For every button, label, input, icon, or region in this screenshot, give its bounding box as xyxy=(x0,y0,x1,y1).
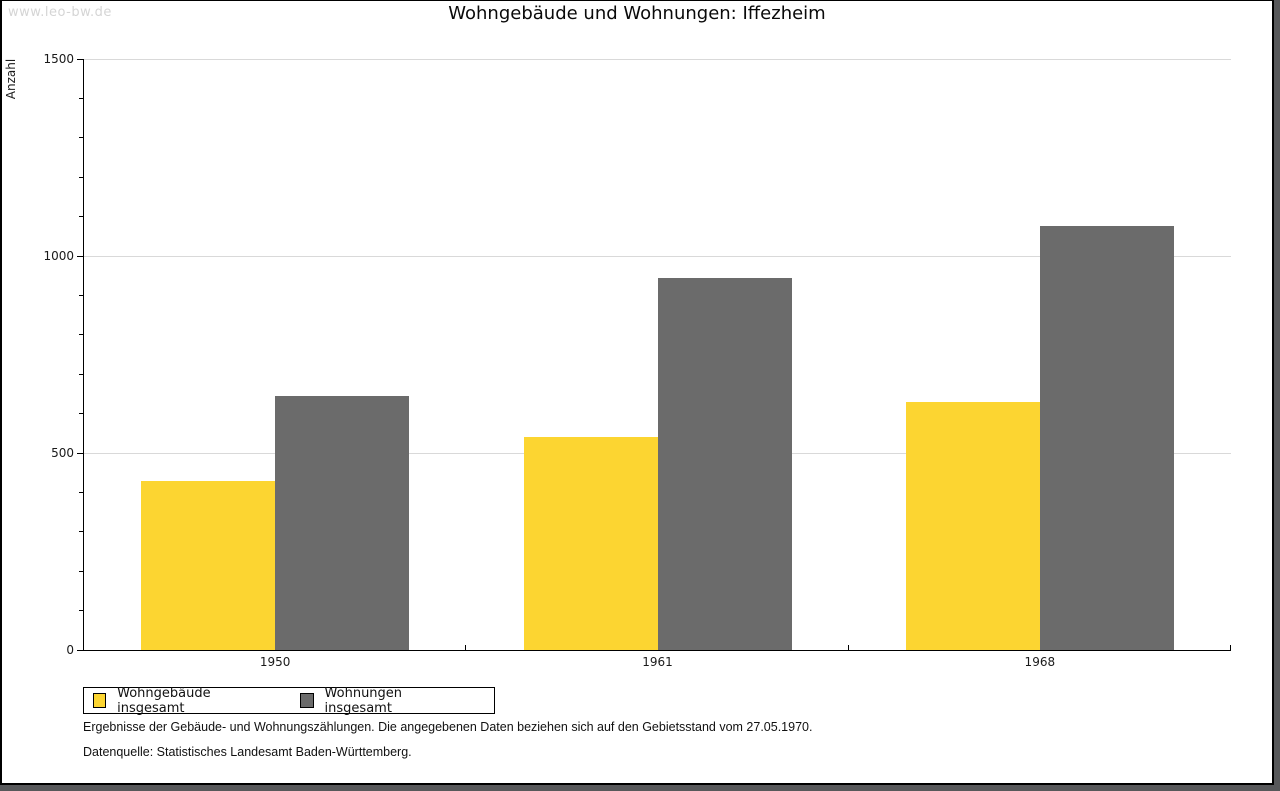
y-tick-label: 1000 xyxy=(43,249,74,263)
footnotes: Ergebnisse der Gebäude- und Wohnungszähl… xyxy=(83,720,812,770)
chart-title: Wohngebäude und Wohnungen: Iffezheim xyxy=(448,3,826,24)
y-axis-tick xyxy=(77,649,83,651)
legend-item: Wohngebäude insgesamt xyxy=(93,686,258,716)
y-axis-tick xyxy=(79,610,83,612)
y-tick-label: 500 xyxy=(51,446,74,460)
y-axis-tick xyxy=(79,176,83,178)
bar-wohngebaeude xyxy=(523,437,658,650)
y-axis-title: Anzahl xyxy=(4,58,18,100)
legend-label: Wohnungen insgesamt xyxy=(324,685,403,716)
y-axis-tick xyxy=(79,373,83,375)
y-axis-tick xyxy=(79,491,83,493)
legend: Wohngebäude insgesamt Wohnungen insgesamt xyxy=(83,686,495,716)
bar-wohnungen xyxy=(657,277,792,650)
x-axis-tick xyxy=(847,645,849,650)
x-axis-tick xyxy=(1230,645,1231,650)
y-tick-label: 0 xyxy=(66,643,74,657)
plot-area: 0 500 1000 1500 1950 1961 1968 xyxy=(43,52,1231,669)
legend-swatch xyxy=(300,693,314,708)
x-category-label: 1950 xyxy=(259,655,291,669)
legend-label: Wohngebäude insgesamt xyxy=(117,685,211,716)
y-axis-tick xyxy=(79,97,83,99)
y-axis-tick xyxy=(79,216,83,218)
y-axis-tick xyxy=(79,294,83,296)
x-category-label: 1961 xyxy=(642,655,673,669)
gridline xyxy=(84,256,1231,257)
bar-wohnungen xyxy=(275,395,410,650)
y-axis-tick xyxy=(79,413,83,415)
footnote-line-1: Ergebnisse der Gebäude- und Wohnungszähl… xyxy=(83,720,813,734)
y-tick-label: 1500 xyxy=(43,52,74,66)
bar-wohngebaeude xyxy=(141,480,276,650)
footnote-line-2: Datenquelle: Statistisches Landesamt Bad… xyxy=(83,745,412,759)
gridline xyxy=(84,59,1231,60)
watermark: www.leo-bw.de xyxy=(8,5,112,20)
legend-swatch xyxy=(93,693,107,708)
y-axis-tick xyxy=(77,255,83,257)
y-axis-tick xyxy=(77,452,83,454)
legend-item: Wohnungen insgesamt xyxy=(300,686,452,716)
y-axis-tick xyxy=(79,531,83,533)
x-axis-tick xyxy=(465,645,467,650)
bar-wohngebaeude xyxy=(905,401,1040,650)
y-axis-tick xyxy=(79,570,83,572)
y-axis-tick xyxy=(77,58,83,60)
y-axis-tick xyxy=(79,137,83,139)
x-category-label: 1968 xyxy=(1024,655,1056,669)
bar-wohnungen xyxy=(1039,226,1174,650)
y-axis-tick xyxy=(79,334,83,336)
